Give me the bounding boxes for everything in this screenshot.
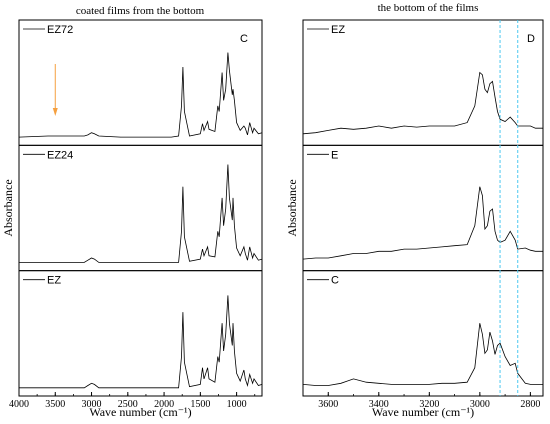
series-line bbox=[19, 295, 263, 389]
series-line bbox=[302, 71, 543, 135]
x-tick-label: 3000 bbox=[470, 399, 490, 410]
x-tick-label: 3600 bbox=[318, 399, 338, 410]
x-tick-label: 4000 bbox=[9, 399, 29, 410]
legend-label: EZ bbox=[47, 275, 61, 287]
x-tick-label: 3400 bbox=[369, 399, 389, 410]
panel-label: C bbox=[240, 33, 248, 45]
x-tick-label: 2800 bbox=[520, 399, 540, 410]
legend-label: C bbox=[331, 275, 339, 287]
annotation-arrowhead bbox=[52, 108, 58, 116]
x-tick-label: 3200 bbox=[419, 399, 439, 410]
x-tick-label: 2500 bbox=[118, 399, 138, 410]
x-axis-label: Wave number (cm⁻¹) bbox=[89, 405, 191, 419]
y-axis-label: Absorbance bbox=[285, 179, 299, 236]
series-line bbox=[19, 164, 263, 263]
chart-title: the bottom of the films bbox=[378, 2, 479, 14]
subplot-frame bbox=[302, 144, 544, 272]
legend-label: EZ24 bbox=[47, 149, 73, 161]
series-line bbox=[302, 186, 543, 260]
subplot-frame bbox=[302, 270, 544, 397]
legend-label: EZ72 bbox=[47, 24, 73, 36]
subplot-frame bbox=[18, 270, 263, 397]
x-tick-label: 1000 bbox=[227, 399, 247, 410]
x-axis-label: Wave number (cm⁻¹) bbox=[372, 405, 474, 419]
x-tick-label: 1500 bbox=[190, 399, 210, 410]
legend-label: E bbox=[331, 149, 338, 161]
x-tick-label: 2000 bbox=[154, 399, 174, 410]
x-tick-label: 3500 bbox=[45, 399, 65, 410]
y-axis-label: Absorbance bbox=[1, 179, 15, 236]
panel-label: D bbox=[527, 33, 535, 45]
x-tick-label: 3000 bbox=[82, 399, 102, 410]
legend-label: EZ bbox=[331, 24, 345, 36]
series-line bbox=[302, 323, 543, 386]
chart-title: coated films from the bottom bbox=[76, 5, 205, 17]
